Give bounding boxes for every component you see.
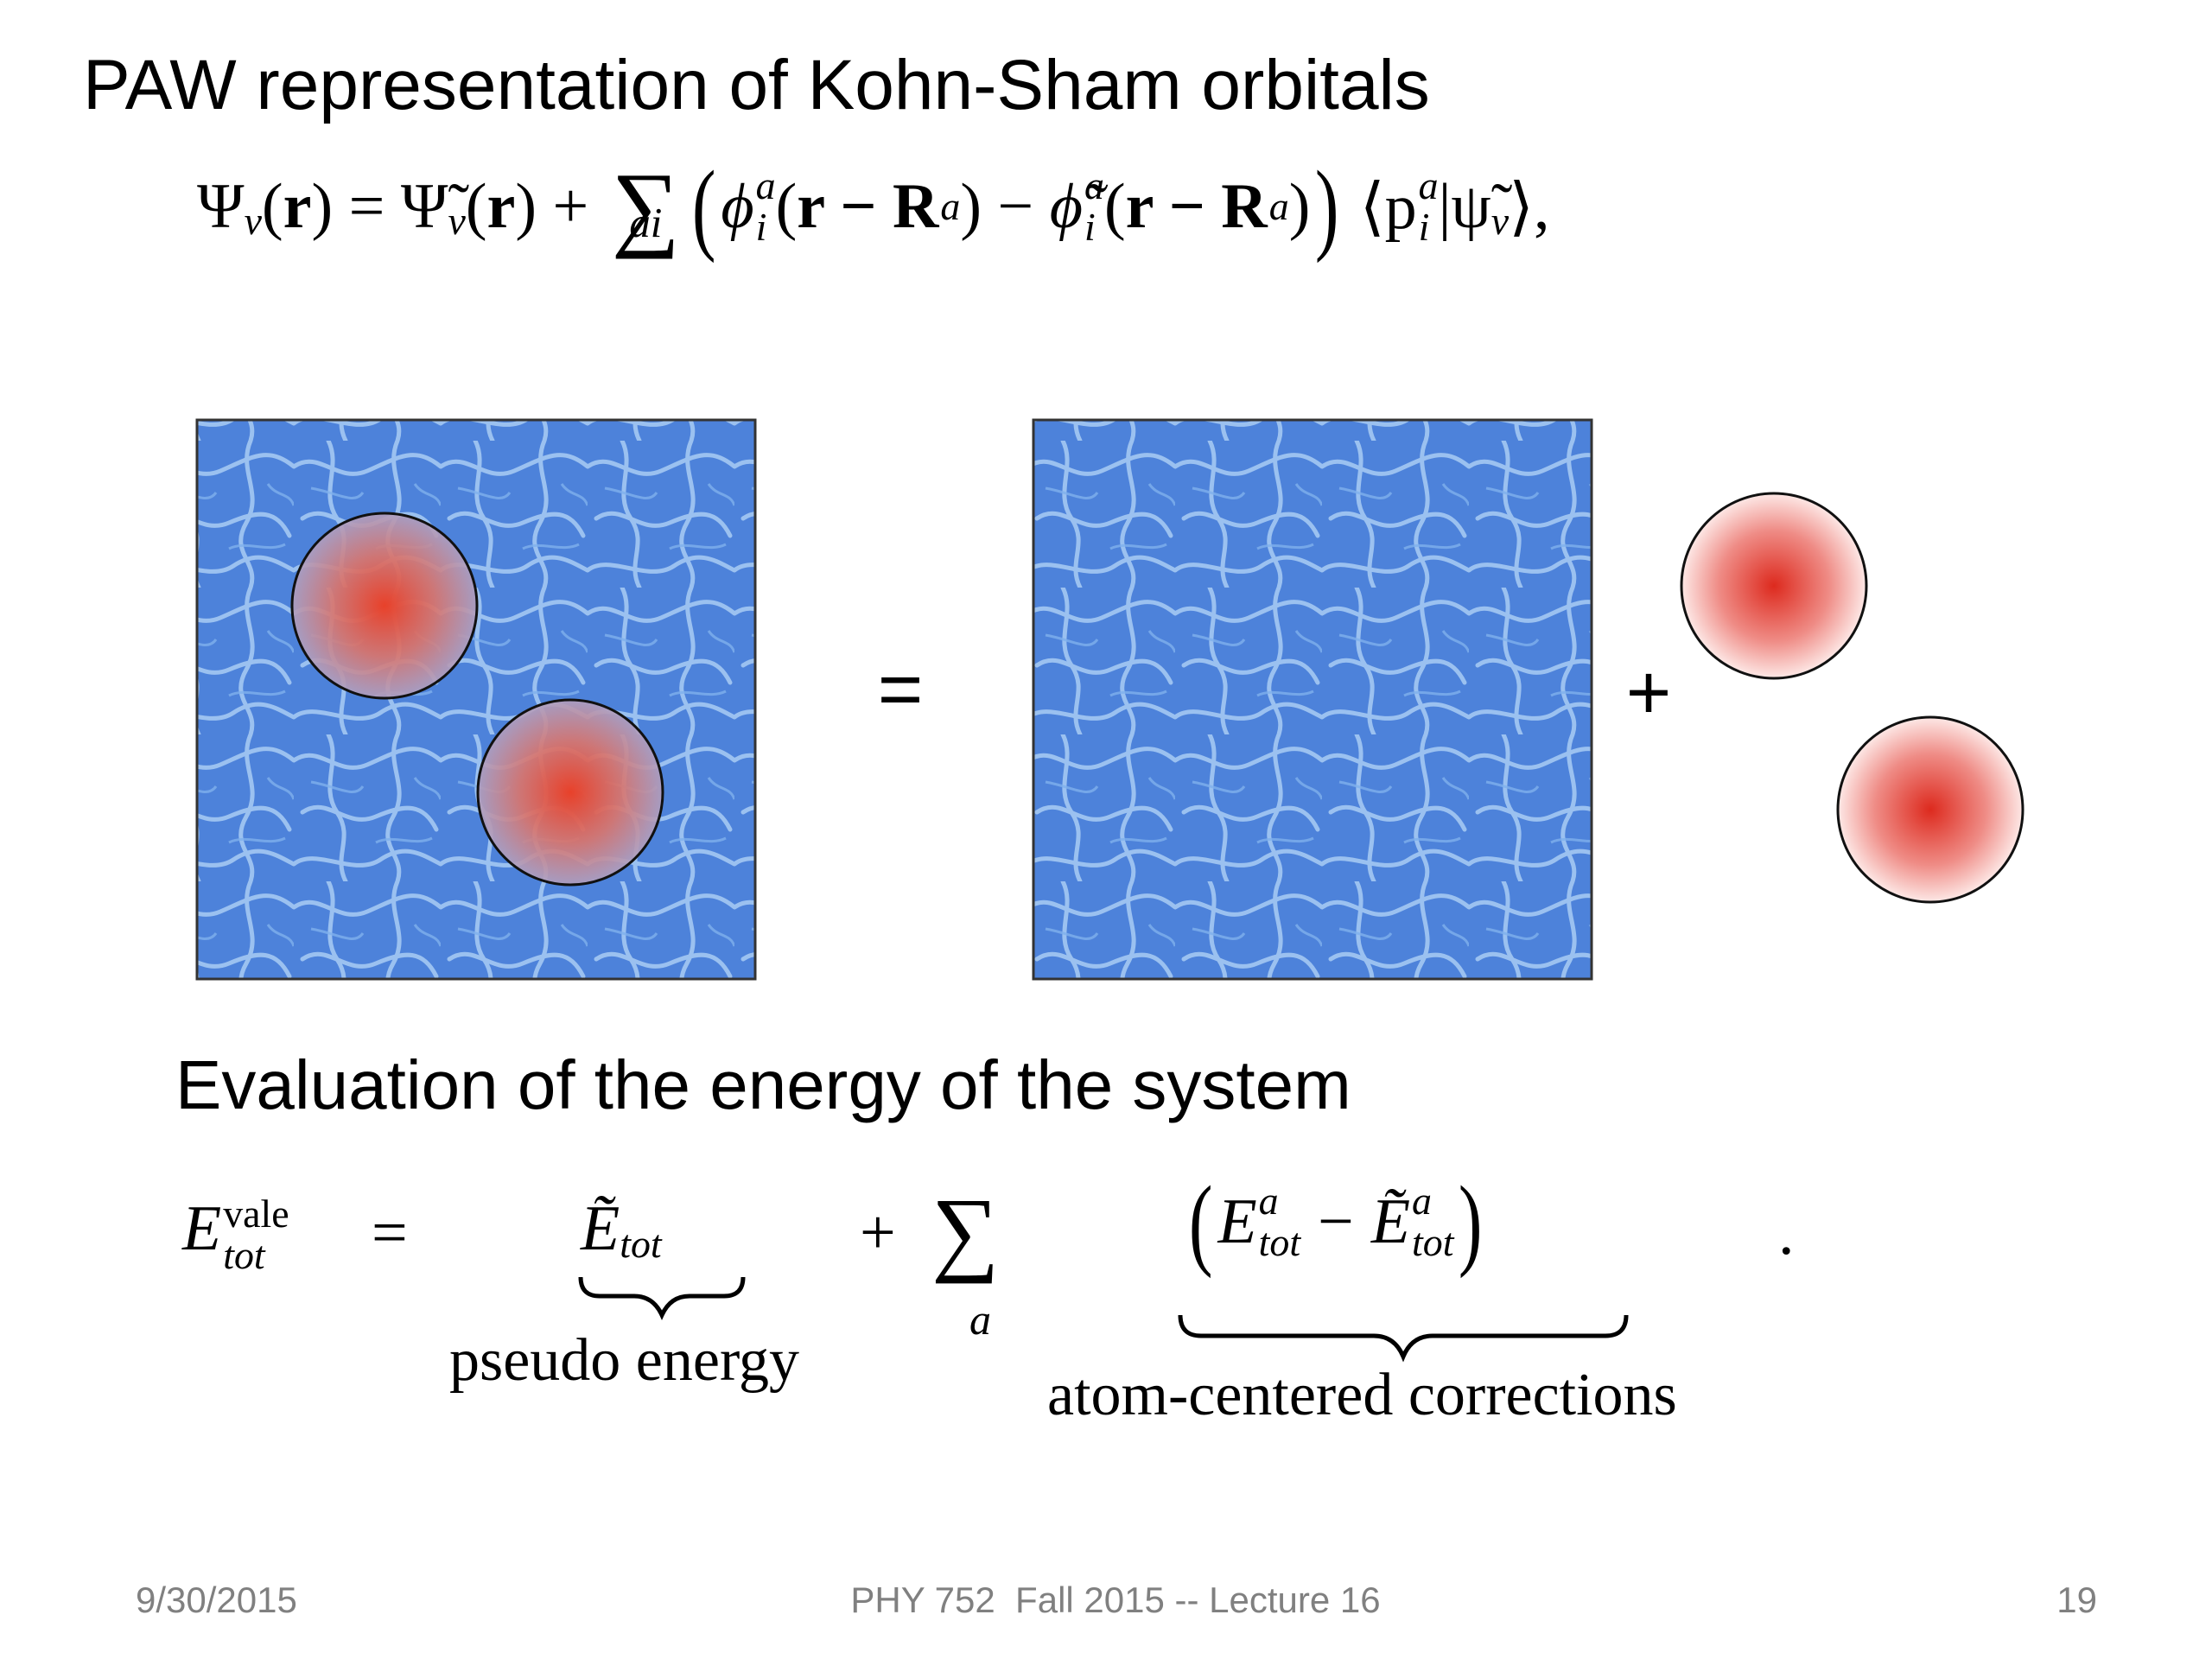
correction-term: ( E a tot − Ẽ a tot ) [1184, 1165, 1488, 1279]
math-symbol: |ψ̃ [1438, 170, 1491, 242]
math-superscript: a [940, 184, 961, 229]
math-symbol: + [860, 1198, 896, 1268]
section-heading: Evaluation of the energy of the system [175, 1046, 1351, 1123]
math-subscript: v [244, 198, 262, 243]
math-symbol: ( [261, 170, 283, 242]
underbrace [1178, 1314, 1629, 1363]
math-symbol: r − R [797, 170, 939, 242]
math-symbol: ) = [311, 170, 401, 242]
math-symbol: ⟨p [1359, 171, 1417, 243]
sum-sign: ∑ [931, 1179, 1000, 1284]
math-superscript: a [1084, 163, 1104, 208]
math-symbol: ) [1288, 170, 1311, 242]
math-symbol: Ψ̃ [400, 170, 448, 242]
math-subscript: i [1084, 205, 1096, 250]
math-paren: ( [1188, 1165, 1213, 1279]
brace-label: atom-centered corrections [1047, 1362, 1677, 1428]
math-subscript: i [755, 205, 767, 250]
math-subscript: i [1418, 205, 1430, 250]
math-symbol: ϕ [721, 170, 754, 242]
math-superscript: a [1418, 163, 1439, 208]
sum-sign: ∑ [611, 153, 680, 260]
math-paren: ( [691, 149, 716, 264]
atom-sphere [290, 512, 479, 700]
math-symbol: ⟩, [1509, 171, 1550, 243]
sum-limit: a [969, 1295, 991, 1344]
underbrace [578, 1276, 746, 1321]
smooth-wave-box [1032, 418, 1593, 981]
math-index: a tot [1258, 1179, 1301, 1265]
math-symbol: . [1778, 1198, 1795, 1268]
math-symbol: − [1318, 1185, 1354, 1257]
math-subscript: tot [620, 1222, 662, 1267]
math-paren: ) [1315, 149, 1339, 264]
pseudo-wave-box [195, 418, 757, 981]
pseudo-energy-term: Ẽtot [581, 1192, 662, 1266]
math-index: a tot [1412, 1179, 1454, 1265]
math-symbol: ) − [960, 170, 1050, 242]
slide-title: PAW representation of Kohn-Sham orbitals [83, 46, 1430, 124]
math-symbol: Ψ [197, 170, 245, 242]
math-superscript: a [755, 163, 776, 208]
plus-sign: + [1626, 650, 1672, 736]
math-superscript: vale [223, 1191, 289, 1236]
footer-date: 9/30/2015 [136, 1580, 297, 1620]
math-subscript: tot [1412, 1220, 1454, 1265]
math-superscript: a [1268, 184, 1289, 229]
math-symbol: ( [775, 170, 798, 242]
math-symbol: Ẽ [1370, 1185, 1411, 1257]
math-subscript: v [1491, 198, 1510, 243]
math-symbol: ( [465, 170, 487, 242]
math-subscript: v [448, 198, 466, 243]
sum: ∑ ai [612, 159, 680, 255]
equals-sign: = [878, 646, 924, 733]
math-subscript: tot [1258, 1220, 1301, 1265]
math-superscript: a [1412, 1179, 1432, 1224]
math-subscript: tot [223, 1233, 265, 1278]
math-symbol: r [283, 170, 312, 242]
atom-correction [1836, 715, 2024, 904]
math-index: vale tot [223, 1191, 289, 1278]
math-paren: ) [1459, 1165, 1483, 1279]
atom-correction [1680, 492, 1868, 680]
sum-limit: ai [629, 198, 663, 246]
math-symbol: r − R [1125, 170, 1268, 242]
footer-course: PHY 752 Fall 2015 -- Lecture 16 [850, 1580, 1381, 1620]
atom-sphere [476, 698, 664, 887]
page-number: 19 [2056, 1580, 2097, 1620]
math-symbol: E [182, 1193, 222, 1264]
math-symbol: = [372, 1198, 408, 1268]
math-symbol: E [1217, 1185, 1257, 1257]
math-superscript: a [1258, 1179, 1279, 1224]
math-symbol: ( [1103, 170, 1126, 242]
math-symbol: r [486, 170, 516, 242]
math-symbol: Ẽ [581, 1193, 620, 1264]
brace-label: pseudo energy [449, 1327, 799, 1394]
math-symbol: ϕ̃ [1049, 170, 1084, 242]
math-symbol: ) + [515, 170, 605, 242]
